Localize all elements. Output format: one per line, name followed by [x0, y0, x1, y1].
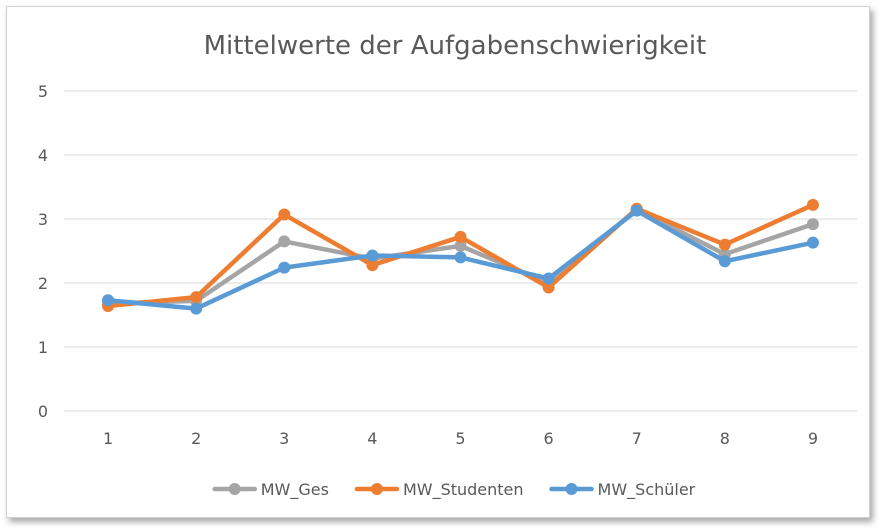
legend-swatch-marker: [565, 483, 578, 495]
data-point: [278, 208, 291, 221]
series-lines: [102, 198, 819, 315]
x-tick-label: 4: [367, 429, 377, 448]
legend-label: MW_Studenten: [403, 480, 524, 500]
data-point: [366, 249, 379, 262]
legend-item: MW_Ges: [212, 480, 329, 500]
x-tick-label: 7: [632, 429, 642, 448]
legend-item: MW_Studenten: [354, 480, 524, 500]
y-tick-label: 1: [38, 338, 48, 357]
data-point: [190, 302, 203, 315]
legend-swatch-marker: [370, 483, 383, 495]
x-tick-label: 2: [191, 429, 201, 448]
x-tick-label: 9: [808, 429, 818, 448]
x-tick-label: 5: [455, 429, 465, 448]
data-point: [542, 281, 555, 294]
data-point: [806, 198, 819, 211]
y-tick-label: 0: [38, 402, 48, 421]
chart-title: Mittelwerte der Aufgabenschwierigkeit: [204, 31, 707, 61]
data-point: [630, 204, 643, 217]
x-tick-label: 6: [544, 429, 554, 448]
x-tick-label: 1: [103, 429, 113, 448]
data-point: [718, 238, 731, 251]
y-tick-label: 4: [38, 146, 48, 165]
y-tick-label: 5: [38, 82, 48, 101]
chart-frame: Mittelwerte der Aufgabenschwierigkeit 0 1…: [6, 6, 870, 518]
legend-item: MW_Schüler: [549, 480, 696, 500]
legend-label: MW_Ges: [261, 480, 329, 500]
data-point: [542, 272, 555, 285]
chart-svg: Mittelwerte der Aufgabenschwierigkeit 0 1…: [38, 31, 857, 500]
series-MW_Schüler: [102, 204, 819, 315]
gridlines: [64, 90, 857, 412]
legend-label: MW_Schüler: [598, 480, 696, 500]
data-point: [278, 261, 291, 274]
data-point: [806, 218, 819, 231]
x-axis-ticks: 1 2 3 4 5 6 7 8 9: [103, 429, 818, 448]
x-tick-label: 3: [279, 429, 289, 448]
x-tick-label: 8: [720, 429, 730, 448]
y-axis-ticks: 0 1 2 3 4 5: [38, 82, 48, 421]
data-point: [366, 259, 379, 272]
data-point: [190, 291, 203, 304]
y-tick-label: 2: [38, 274, 48, 293]
data-point: [278, 235, 291, 248]
series-MW_Studenten: [102, 198, 819, 313]
legend-swatch-marker: [228, 483, 241, 495]
data-point: [454, 251, 467, 264]
data-point: [454, 230, 467, 243]
data-point: [718, 255, 731, 268]
y-tick-label: 3: [38, 210, 48, 229]
data-point: [454, 239, 467, 252]
data-point: [806, 236, 819, 249]
legend: MW_Ges MW_Studenten MW_Schüler: [212, 480, 696, 500]
data-point: [102, 294, 115, 307]
